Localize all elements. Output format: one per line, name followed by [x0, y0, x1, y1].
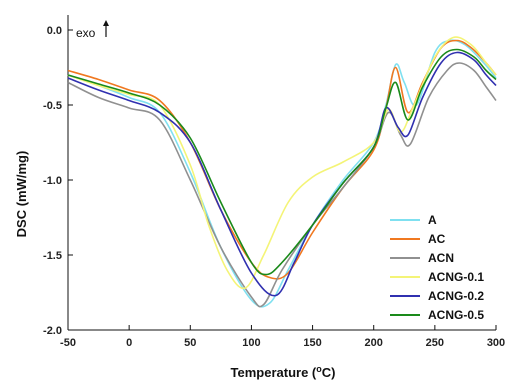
series-line-acng-0-5 — [67, 48, 497, 276]
x-tick-label: 250 — [426, 337, 444, 349]
x-tick-label: 50 — [184, 337, 196, 349]
series-lines — [67, 36, 497, 308]
legend-label-acn: ACN — [428, 251, 454, 265]
legend-label-acng-0-1: ACNG-0.1 — [428, 270, 484, 284]
y-axis-title: DSC (mW/mg) — [14, 151, 29, 238]
legend: A AC ACN ACNG-0.1 ACNG-0.2 ACNG-0.5 — [390, 213, 484, 322]
y-tick-label: 0.0 — [47, 25, 62, 37]
y-tick-label: -0.5 — [43, 100, 62, 112]
y-tick-label: -1.0 — [43, 175, 62, 187]
axes: -50 0 50 100 150 200 250 300 0.0 -0.5 -1.0 -1.5 -2.0 — [43, 25, 505, 349]
exo-annotation: exo — [76, 26, 96, 40]
x-tick-label: 100 — [242, 337, 260, 349]
series-line-a — [67, 39, 497, 308]
y-tick-label: -2.0 — [43, 325, 62, 337]
x-tick-label: 150 — [303, 337, 321, 349]
plot-area — [67, 15, 496, 331]
x-tick-label: 200 — [365, 337, 383, 349]
legend-label-acng-0-2: ACNG-0.2 — [428, 289, 484, 303]
x-tick-label: 300 — [487, 337, 505, 349]
x-axis-title: Temperature (oC) — [231, 364, 336, 380]
legend-label-a: A — [428, 213, 437, 227]
x-tick-label: 0 — [126, 337, 132, 349]
y-tick-label: -1.5 — [43, 250, 62, 262]
legend-label-ac: AC — [428, 232, 446, 246]
legend-label-acng-0-5: ACNG-0.5 — [428, 308, 484, 322]
x-tick-label: -50 — [60, 337, 76, 349]
series-line-acn — [67, 62, 497, 308]
exo-arrow-icon — [103, 20, 109, 37]
